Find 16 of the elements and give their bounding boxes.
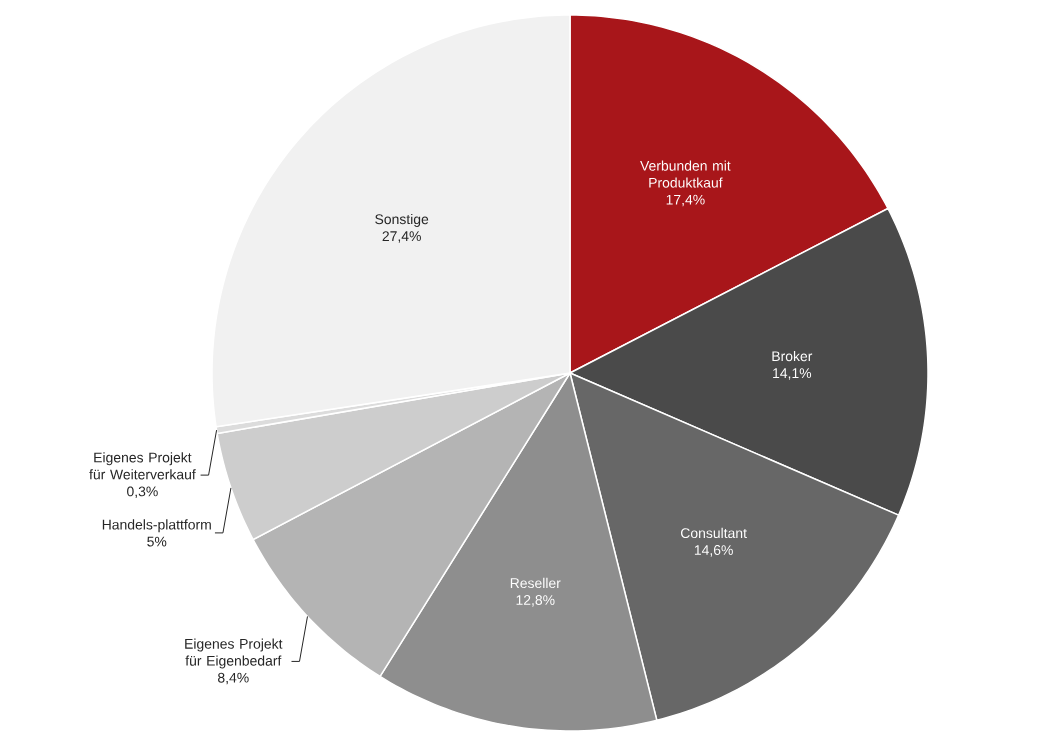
slice-label: Broker (772, 350, 813, 362)
slice-label: Eigenes Projekt für Eigenbedarf (185, 638, 283, 669)
slice-label: Reseller (510, 577, 561, 589)
data-label: 14,1% (773, 368, 812, 380)
data-label: 12,8% (516, 595, 555, 607)
data-label: 0,3% (127, 486, 158, 498)
slice-label: Sonstige (375, 213, 429, 227)
data-label: 17,4% (666, 194, 705, 207)
data-label: 8,4% (218, 672, 249, 685)
data-label: 5% (147, 536, 167, 547)
data-label: 27,4% (382, 231, 421, 243)
slice-label: Handels-plattform (102, 519, 211, 533)
slice-label: Consultant (680, 527, 747, 539)
slice-label: Verbunden mit Produktkauf (640, 160, 731, 188)
slice-label: Eigenes Projekt für Weiterverkauf (89, 452, 196, 480)
data-label: 14,6% (694, 545, 733, 557)
